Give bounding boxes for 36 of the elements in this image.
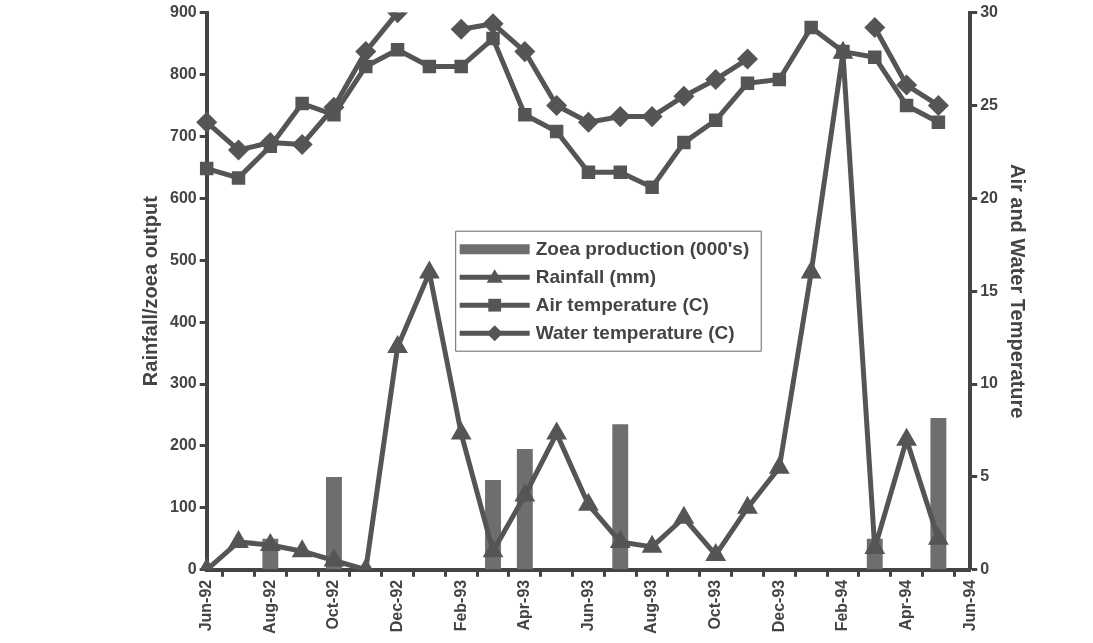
y-axis-title: Rainfall/zoea output: [138, 195, 161, 387]
x-tick-label: Jun-94: [960, 579, 978, 632]
y2-tick-label: 15: [980, 281, 999, 299]
x-tick-label: Feb-93: [451, 579, 469, 632]
y2-tick-label: 0: [980, 560, 990, 578]
y-tick-label: 100: [169, 498, 197, 516]
y2-axis-title: Air and Water Temperature: [1007, 163, 1030, 419]
x-tick-label: Aug-93: [642, 579, 660, 635]
y-tick-label: 200: [169, 436, 197, 454]
x-tick-label: Feb-94: [833, 579, 851, 632]
x-tick-label: Oct-93: [706, 579, 724, 630]
x-tick-label: Dec-92: [387, 579, 405, 633]
x-tick-label: Oct-92: [324, 579, 342, 630]
y2-tick-label: 30: [980, 3, 999, 21]
y-tick-label: 500: [169, 250, 197, 268]
x-tick-label: Jun-93: [578, 579, 596, 632]
y-tick-label: 300: [169, 374, 197, 392]
legend-label: Rainfall (mm): [535, 266, 657, 288]
y-tick-label: 900: [169, 3, 197, 21]
x-tick-label: Dec-93: [769, 579, 787, 633]
legend-label: Water temperature (C): [535, 322, 735, 344]
y2-tick-label: 10: [980, 374, 999, 392]
x-tick-label: Jun-92: [197, 579, 215, 632]
legend-label: Zoea production (000's): [535, 238, 750, 260]
x-tick-label: Aug-92: [260, 579, 278, 635]
y-tick-label: 400: [169, 312, 197, 330]
legend-label: Air temperature (C): [535, 294, 709, 316]
y-tick-label: 600: [169, 188, 197, 206]
y2-tick-label: 5: [980, 467, 990, 485]
y2-tick-label: 25: [980, 95, 999, 113]
y-tick-label: 0: [187, 560, 197, 578]
x-tick-label: Apr-93: [515, 579, 533, 631]
y2-tick-label: 20: [980, 188, 999, 206]
y-tick-label: 800: [169, 64, 197, 82]
x-tick-label: Apr-94: [896, 579, 914, 631]
y-tick-label: 700: [169, 126, 197, 144]
